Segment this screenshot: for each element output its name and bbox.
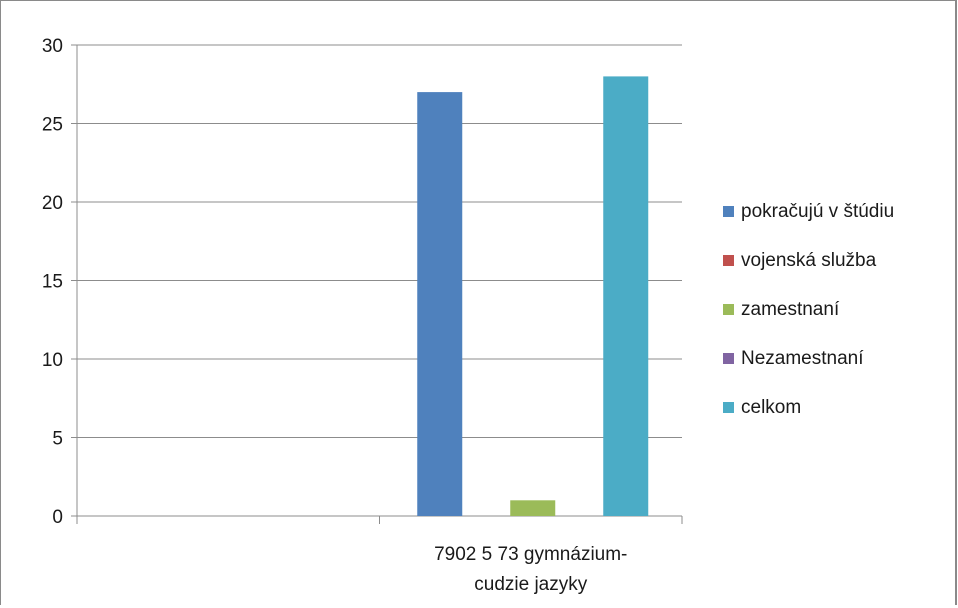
legend-label: zamestnaní	[741, 299, 840, 320]
axes	[71, 44, 683, 524]
legend-label: Nezamestnaní	[741, 348, 864, 369]
legend-swatch	[723, 353, 734, 364]
legend-swatch	[723, 255, 734, 266]
legend-swatch	[723, 402, 734, 413]
y-tick-label: 5	[52, 429, 63, 450]
bar-pokračujú-v-štúdiu	[417, 92, 463, 516]
legend-label: pokračujú v štúdiu	[741, 201, 894, 222]
bars	[417, 76, 649, 517]
legend-label: vojenská služba	[741, 250, 877, 271]
x-axis-category-labels: 7902 5 73 gymnázium-cudzie jazyky	[434, 544, 627, 595]
y-tick-label: 20	[42, 193, 63, 214]
gridlines	[77, 44, 682, 438]
bar-zamestnaní	[510, 500, 556, 516]
y-axis-tick-labels: 0 5 10 15 20 25 30	[42, 36, 63, 528]
y-tick-label: 15	[42, 272, 63, 293]
y-tick-label: 30	[42, 36, 63, 57]
category-label-line: 7902 5 73 gymnázium-	[434, 544, 627, 565]
y-tick-label: 25	[42, 115, 63, 136]
legend-swatch	[723, 304, 734, 315]
legend-swatch	[723, 206, 734, 217]
bar-celkom	[603, 76, 649, 517]
y-tick-label: 10	[42, 350, 63, 371]
category-label-line: cudzie jazyky	[474, 574, 587, 595]
legend-label: celkom	[741, 397, 801, 418]
y-tick-label: 0	[52, 507, 63, 528]
legend: pokračujú v štúdiu vojenská služba zamestn…	[723, 201, 894, 418]
